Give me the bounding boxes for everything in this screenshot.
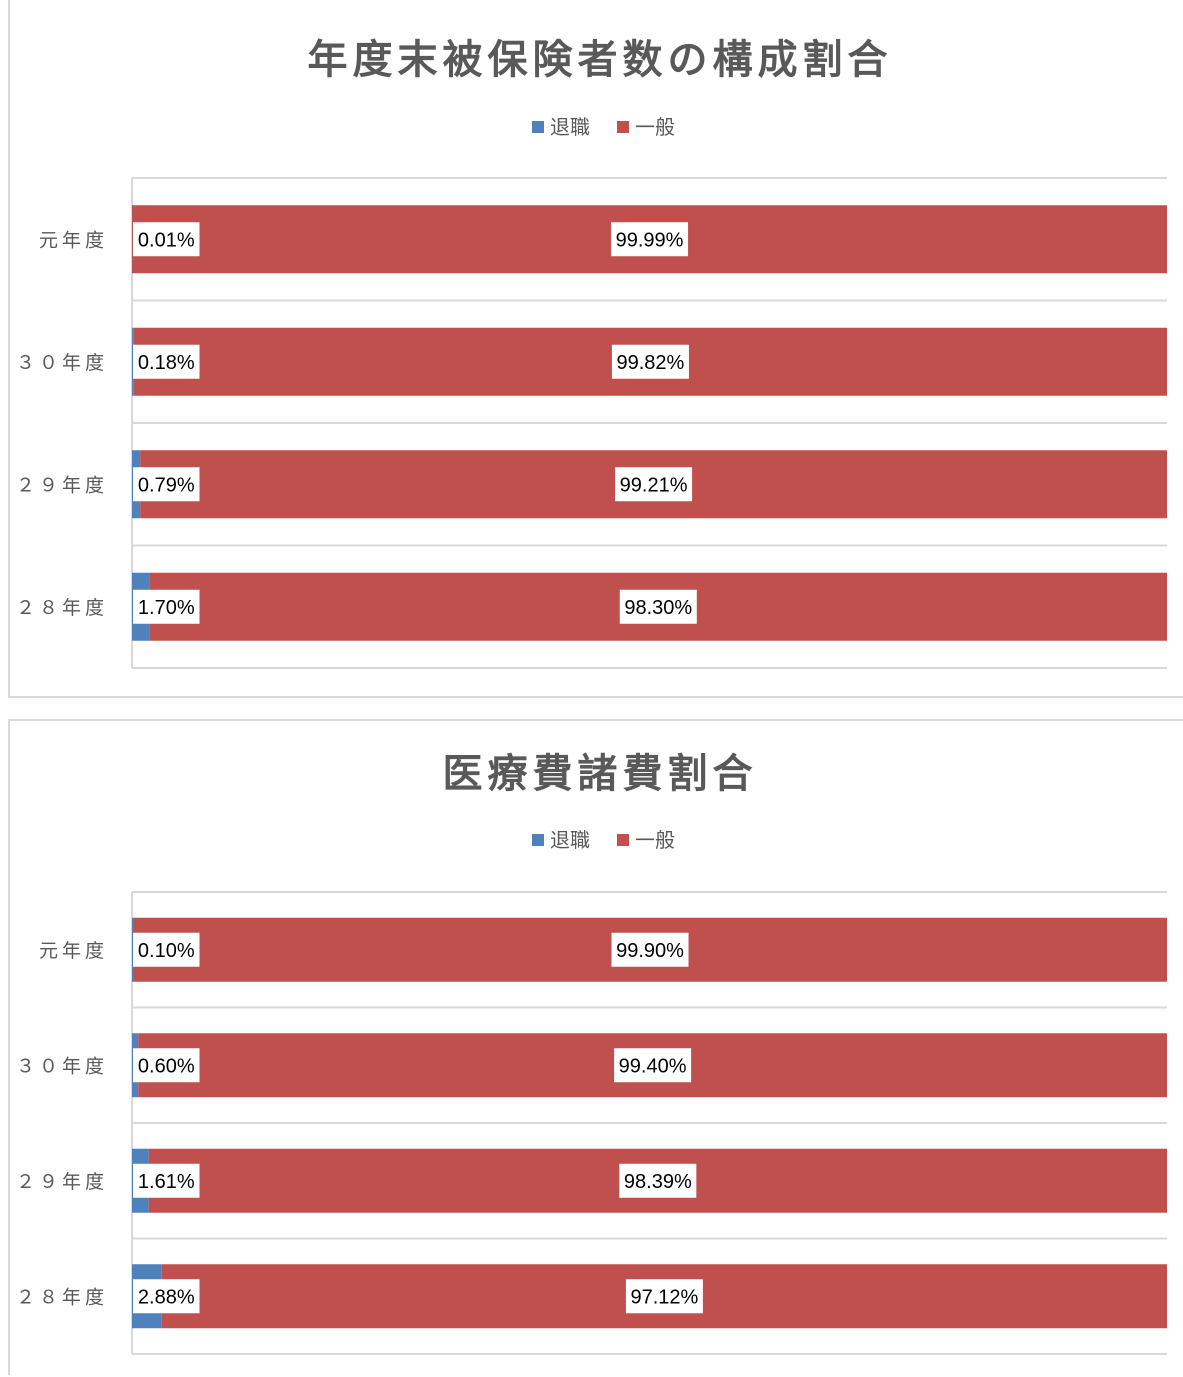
data-label-general: 99.82%: [617, 352, 685, 374]
plot-area: 元年度 0.10% 99.90% ３０年度 0.60% 99.40% ２９年度 1.61% 98…: [16, 891, 1168, 1355]
legend-swatch-retired: [532, 121, 544, 133]
category-label: ２９年度: [16, 1171, 108, 1193]
chart-panel-medical-costs: 医療費諸費割合 退職 一般 元年度 0.10% 99.90% ３０年度 0.60% 99.…: [8, 719, 1183, 1375]
data-label-bg: [133, 344, 200, 379]
legend: 退職 一般: [532, 115, 675, 139]
data-label-bg: [625, 1279, 703, 1314]
data-label-retired: 1.61%: [138, 1171, 195, 1193]
category-label: 元年度: [39, 229, 108, 251]
data-label-general: 99.90%: [616, 940, 684, 962]
category-label: ３０年度: [16, 352, 108, 374]
data-label-retired: 2.88%: [138, 1286, 195, 1308]
data-label-bg: [133, 932, 200, 967]
category-label: 元年度: [39, 940, 108, 962]
legend-label-general: 一般: [635, 115, 675, 139]
data-label-general: 98.30%: [624, 597, 692, 619]
data-label-bg: [614, 1048, 692, 1083]
data-label-retired: 1.70%: [138, 597, 195, 619]
data-label-bg: [133, 589, 200, 624]
data-label-retired: 0.60%: [138, 1055, 195, 1077]
data-label-retired: 0.79%: [138, 474, 195, 496]
plot-area: 元年度 0.01% 99.99% ３０年度 0.18% 99.82% ２９年度 0.79% 99…: [16, 177, 1168, 669]
legend-label-general: 一般: [635, 828, 675, 852]
legend-swatch-general: [617, 834, 629, 846]
legend: 退職 一般: [532, 828, 675, 852]
data-label-bg: [133, 1279, 200, 1314]
chart-title: 医療費諸費割合: [443, 751, 758, 797]
legend-label-retired: 退職: [550, 115, 590, 139]
data-label-general: 99.99%: [616, 229, 684, 251]
data-label-bg: [619, 1163, 697, 1198]
data-label-bg: [619, 589, 697, 624]
category-label: ２８年度: [16, 1286, 108, 1308]
data-label-retired: 0.10%: [138, 940, 195, 962]
legend-swatch-retired: [532, 834, 544, 846]
data-label-general: 98.39%: [624, 1171, 692, 1193]
legend-label-retired: 退職: [550, 828, 590, 852]
data-label-bg: [611, 222, 689, 257]
data-label-bg: [611, 344, 689, 379]
data-label-general: 99.21%: [620, 474, 688, 496]
chart-panel-insured: 年度末被保険者数の構成割合 退職 一般 元年度 0.01% 99.99% ３０年度 0.…: [8, 0, 1183, 698]
data-label-general: 99.40%: [619, 1055, 687, 1077]
legend-swatch-general: [617, 121, 629, 133]
category-label: ２９年度: [16, 474, 108, 496]
data-label-general: 97.12%: [630, 1286, 698, 1308]
data-label-bg: [133, 1163, 200, 1198]
data-label-retired: 0.18%: [138, 352, 195, 374]
data-label-bg: [615, 467, 693, 502]
category-label: ３０年度: [16, 1055, 108, 1077]
chart-title: 年度末被保険者数の構成割合: [308, 37, 893, 83]
bar-retired: [132, 327, 134, 396]
chart-medical-costs: 医療費諸費割合 退職 一般 元年度 0.10% 99.90% ３０年度 0.60% 99.…: [16, 751, 1168, 1355]
data-label-bg: [611, 932, 689, 967]
bar-retired: [132, 917, 134, 982]
data-label-bg: [133, 1048, 200, 1083]
data-label-bg: [133, 467, 200, 502]
data-label-bg: [133, 222, 200, 257]
data-label-retired: 0.01%: [138, 229, 195, 251]
category-label: ２８年度: [16, 597, 108, 619]
chart-insured: 年度末被保険者数の構成割合 退職 一般 元年度 0.01% 99.99% ３０年度 0.…: [16, 37, 1168, 669]
